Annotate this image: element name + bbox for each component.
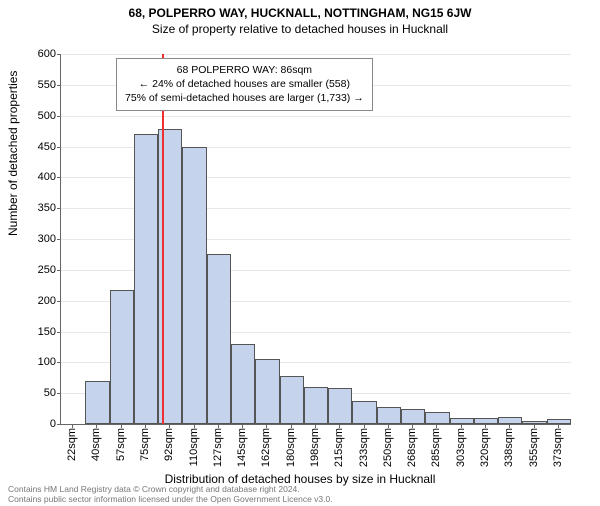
- page-title: 68, POLPERRO WAY, HUCKNALL, NOTTINGHAM, …: [0, 6, 600, 20]
- histogram-bar: [110, 290, 134, 424]
- info-box-line2: ← 24% of detached houses are smaller (55…: [125, 77, 364, 91]
- x-tick-label: 233sqm: [358, 428, 370, 467]
- y-tick-label: 300: [16, 233, 56, 245]
- x-tick-label: 250sqm: [382, 428, 394, 467]
- x-tick-label: 285sqm: [430, 428, 442, 467]
- y-tick-mark: [57, 54, 61, 55]
- x-tick-label: 162sqm: [260, 428, 272, 467]
- gridline: [61, 116, 571, 117]
- histogram-bar: [182, 147, 206, 425]
- x-tick-label: 145sqm: [236, 428, 248, 467]
- x-tick-label: 22sqm: [66, 428, 78, 461]
- chart-area: 68 POLPERRO WAY: 86sqm← 24% of detached …: [60, 54, 570, 424]
- histogram-bar: [231, 344, 255, 424]
- x-tick-label: 127sqm: [212, 428, 224, 467]
- histogram-bar: [304, 387, 328, 424]
- y-tick-label: 350: [16, 202, 56, 214]
- histogram-bar: [85, 381, 109, 424]
- x-tick-label: 303sqm: [455, 428, 467, 467]
- y-tick-label: 500: [16, 110, 56, 122]
- histogram-bar: [328, 388, 352, 424]
- page-subtitle: Size of property relative to detached ho…: [0, 22, 600, 36]
- y-tick-label: 450: [16, 141, 56, 153]
- footer-attribution: Contains HM Land Registry data © Crown c…: [8, 484, 333, 504]
- x-tick-label: 110sqm: [188, 428, 200, 466]
- y-tick-label: 0: [16, 418, 56, 430]
- y-tick-label: 100: [16, 356, 56, 368]
- histogram-bar: [207, 254, 231, 424]
- x-tick-label: 75sqm: [139, 428, 151, 461]
- histogram-bar: [377, 407, 401, 424]
- y-tick-mark: [57, 362, 61, 363]
- y-tick-mark: [57, 147, 61, 148]
- footer-line2: Contains public sector information licen…: [8, 494, 333, 504]
- y-tick-mark: [57, 177, 61, 178]
- y-tick-mark: [57, 85, 61, 86]
- histogram-bar: [352, 401, 376, 424]
- x-tick-label: 338sqm: [503, 428, 515, 467]
- x-tick-label: 57sqm: [115, 428, 127, 461]
- y-tick-label: 250: [16, 264, 56, 276]
- x-tick-label: 355sqm: [528, 428, 540, 467]
- y-tick-label: 550: [16, 79, 56, 91]
- histogram-bar: [425, 412, 449, 424]
- plot-area: 68 POLPERRO WAY: 86sqm← 24% of detached …: [60, 54, 571, 425]
- x-tick-label: 180sqm: [285, 428, 297, 467]
- y-tick-mark: [57, 239, 61, 240]
- info-box-line3: 75% of semi-detached houses are larger (…: [125, 91, 364, 105]
- x-tick-label: 215sqm: [333, 428, 345, 467]
- y-tick-label: 50: [16, 387, 56, 399]
- x-tick-label: 373sqm: [552, 428, 564, 467]
- y-tick-label: 600: [16, 48, 56, 60]
- x-tick-label: 92sqm: [163, 428, 175, 461]
- y-tick-label: 400: [16, 171, 56, 183]
- y-tick-mark: [57, 270, 61, 271]
- y-tick-mark: [57, 424, 61, 425]
- histogram-bar: [522, 421, 546, 424]
- histogram-bar: [401, 409, 425, 424]
- histogram-bar: [450, 418, 474, 424]
- y-tick-mark: [57, 332, 61, 333]
- x-tick-label: 40sqm: [90, 428, 102, 461]
- info-box: 68 POLPERRO WAY: 86sqm← 24% of detached …: [116, 58, 373, 111]
- y-tick-mark: [57, 116, 61, 117]
- gridline: [61, 54, 571, 55]
- histogram-bar: [255, 359, 279, 424]
- histogram-bar: [134, 134, 158, 424]
- histogram-bar: [280, 376, 304, 424]
- y-tick-label: 150: [16, 326, 56, 338]
- y-tick-mark: [57, 301, 61, 302]
- y-tick-mark: [57, 208, 61, 209]
- x-tick-label: 320sqm: [479, 428, 491, 467]
- y-tick-mark: [57, 393, 61, 394]
- info-box-line1: 68 POLPERRO WAY: 86sqm: [125, 63, 364, 77]
- histogram-bar: [498, 417, 522, 424]
- histogram-bar: [547, 419, 571, 424]
- x-tick-label: 268sqm: [406, 428, 418, 467]
- footer-line1: Contains HM Land Registry data © Crown c…: [8, 484, 333, 494]
- y-tick-label: 200: [16, 295, 56, 307]
- x-tick-label: 198sqm: [309, 428, 321, 467]
